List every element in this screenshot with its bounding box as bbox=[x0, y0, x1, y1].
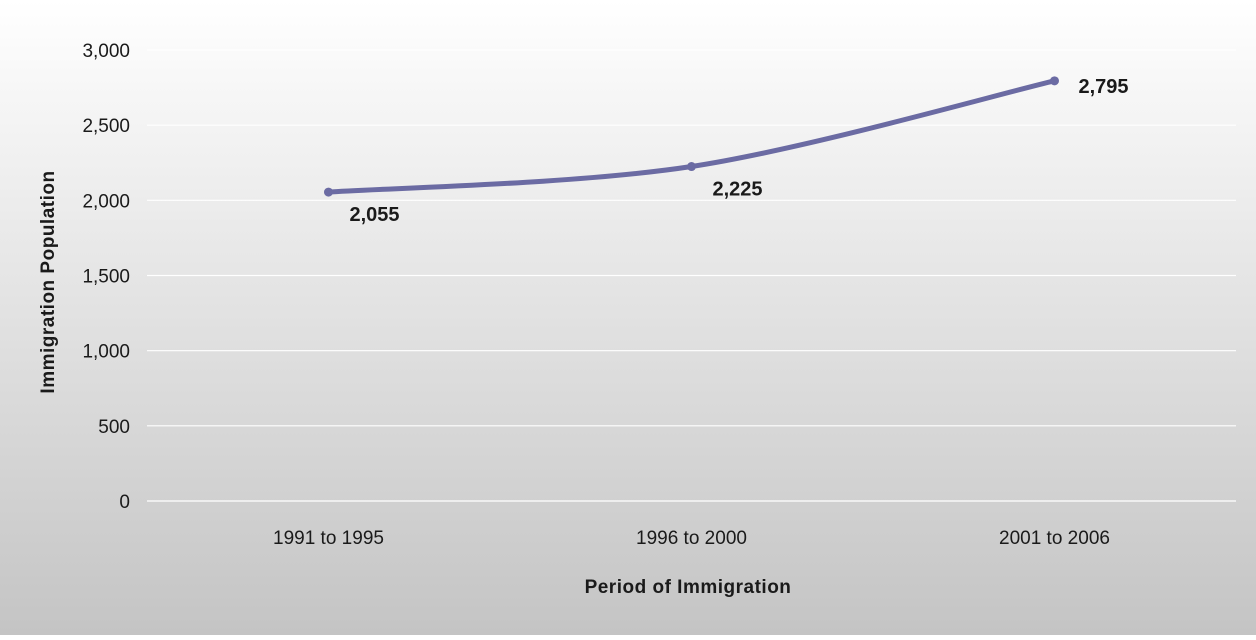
y-tick-label: 0 bbox=[119, 492, 130, 513]
y-tick-label: 2,000 bbox=[82, 191, 130, 212]
x-tick-label: 1991 to 1995 bbox=[273, 528, 384, 549]
y-tick-label: 3,000 bbox=[82, 41, 130, 62]
gridlines bbox=[147, 49, 1236, 502]
x-axis-ticks: 1991 to 1995 1996 to 2000 2001 to 2006 bbox=[273, 528, 1110, 549]
data-point bbox=[1050, 76, 1059, 86]
x-axis-title: Period of Immigration bbox=[585, 577, 792, 598]
y-tick-label: 2,500 bbox=[82, 116, 130, 137]
y-tick-label: 1,500 bbox=[82, 267, 130, 288]
data-labels: 2,055 2,225 2,795 bbox=[349, 76, 1128, 226]
y-tick-label: 1,000 bbox=[82, 342, 130, 363]
x-tick-label: 2001 to 2006 bbox=[999, 528, 1110, 549]
x-tick-label: 1996 to 2000 bbox=[636, 528, 747, 549]
y-tick-label: 500 bbox=[98, 417, 130, 438]
data-label: 2,055 bbox=[349, 204, 399, 226]
data-point bbox=[324, 187, 333, 197]
data-label: 2,225 bbox=[712, 179, 762, 201]
data-label: 2,795 bbox=[1079, 76, 1129, 98]
data-point bbox=[687, 162, 696, 172]
series bbox=[324, 76, 1059, 197]
y-axis-title: Immigration Population bbox=[38, 170, 59, 393]
y-axis-ticks: 0 500 1,000 1,500 2,000 2,500 3,000 bbox=[82, 41, 130, 513]
